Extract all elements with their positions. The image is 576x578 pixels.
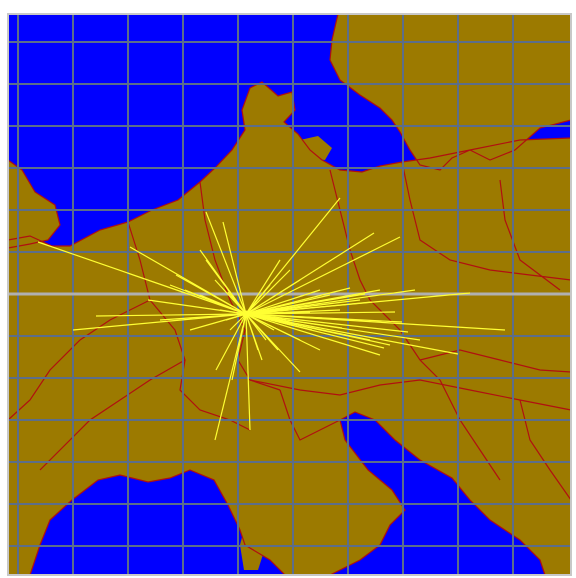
route-line	[245, 289, 321, 315]
border-3	[329, 169, 441, 381]
border-5	[249, 379, 572, 411]
country-borders	[7, 13, 572, 576]
corsica	[248, 474, 262, 512]
coastline-scandinavia	[329, 13, 572, 171]
coastline-mediterranean	[29, 469, 286, 576]
continent-mainland	[8, 82, 571, 575]
connection-lines	[37, 197, 506, 441]
border-8	[7, 299, 151, 421]
route-line	[169, 284, 247, 315]
route-line	[37, 241, 247, 315]
route-line	[245, 313, 275, 331]
route-line	[245, 301, 373, 315]
hub-point	[242, 310, 250, 318]
route-line	[219, 309, 247, 315]
border-7	[279, 389, 341, 441]
sardinia	[240, 518, 266, 570]
map-border	[7, 13, 572, 576]
route-line	[245, 313, 251, 431]
route-line	[239, 313, 247, 341]
route-line	[229, 313, 247, 331]
coastline-north	[7, 81, 572, 247]
route-line	[245, 313, 267, 341]
route-line	[245, 313, 381, 356]
route-line	[95, 313, 247, 317]
route-line	[245, 313, 259, 351]
route-line	[245, 311, 311, 315]
route-line	[159, 313, 247, 321]
border-9	[39, 359, 186, 471]
route-line	[175, 274, 247, 315]
route-line	[215, 313, 247, 371]
land-layer	[8, 14, 571, 575]
route-line	[72, 313, 247, 331]
route-line	[245, 259, 281, 315]
border-11	[439, 379, 501, 481]
route-line	[245, 287, 351, 315]
route-line	[245, 293, 366, 315]
route-line	[245, 269, 291, 315]
coastline-italy	[329, 411, 546, 576]
route-line	[245, 313, 323, 319]
border-6	[419, 349, 572, 373]
coastline-britain	[7, 159, 61, 249]
route-line	[245, 313, 301, 373]
route-line	[245, 313, 321, 351]
baltic-island	[370, 40, 400, 60]
route-line	[205, 211, 247, 315]
route-line	[245, 279, 301, 315]
route-line	[245, 236, 401, 315]
route-line	[245, 313, 385, 349]
route-line	[222, 221, 247, 315]
british-isles	[8, 160, 60, 248]
route-line	[245, 313, 291, 323]
route-line	[245, 313, 409, 333]
border-4	[401, 161, 572, 281]
map-outer-frame	[7, 13, 572, 576]
danish-islands	[300, 136, 332, 160]
